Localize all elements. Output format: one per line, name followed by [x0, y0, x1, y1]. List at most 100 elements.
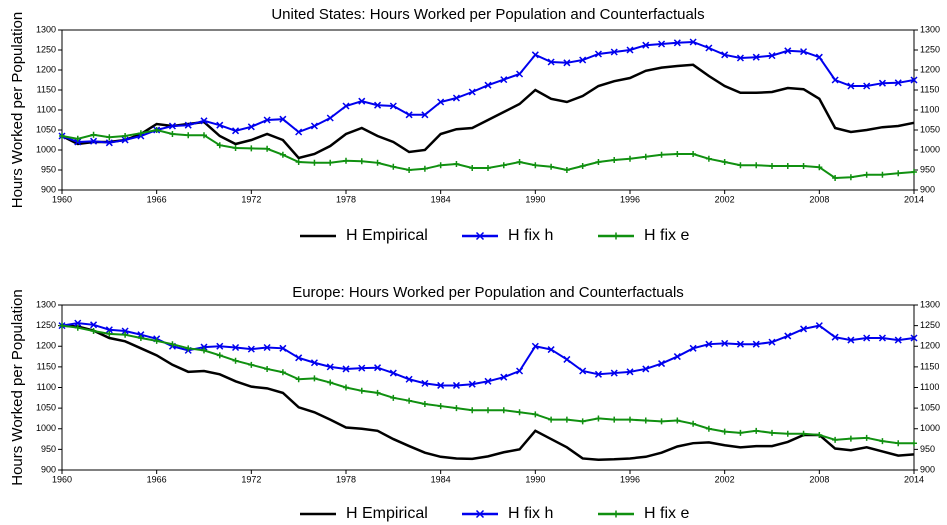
marker [863, 82, 871, 90]
x-tick-label: 1990 [525, 474, 545, 484]
marker [311, 375, 318, 382]
legend-label: H fix e [644, 505, 689, 522]
x-tick-label: 1972 [241, 474, 261, 484]
marker [690, 420, 697, 427]
marker [247, 123, 255, 131]
marker [153, 337, 160, 344]
marker [610, 369, 618, 377]
y2-tick-label: 950 [920, 164, 935, 174]
y-tick-label: 1250 [36, 44, 56, 54]
marker [516, 367, 524, 375]
marker [532, 162, 539, 169]
x-tick-label: 2014 [904, 194, 924, 204]
marker [784, 430, 791, 437]
marker [90, 321, 98, 329]
marker [800, 163, 807, 169]
marker [847, 435, 854, 442]
y2-tick-label: 1200 [920, 341, 940, 351]
y-tick-label: 1050 [36, 403, 56, 413]
marker [406, 167, 413, 173]
y-tick-label: 950 [41, 164, 56, 174]
marker [342, 365, 350, 373]
marker [469, 165, 476, 171]
marker [437, 98, 445, 106]
marker [500, 373, 508, 381]
marker [90, 327, 97, 334]
marker [216, 342, 224, 350]
marker [610, 48, 618, 56]
marker [342, 102, 350, 110]
marker [264, 365, 271, 372]
marker [327, 159, 334, 166]
marker [421, 111, 429, 119]
marker [405, 375, 413, 383]
marker [121, 136, 129, 144]
marker [674, 151, 681, 157]
marker [674, 417, 681, 424]
marker [626, 46, 634, 54]
marker [343, 157, 349, 164]
marker [736, 340, 744, 348]
y2-tick-label: 1050 [920, 124, 940, 134]
marker [201, 132, 207, 139]
marker [74, 319, 82, 327]
marker [279, 115, 287, 123]
marker [563, 59, 571, 67]
y2-tick-label: 1000 [920, 423, 940, 433]
y2-tick-label: 950 [920, 444, 935, 454]
marker [232, 127, 240, 135]
plot-frame [61, 29, 915, 191]
x-tick-label: 2014 [904, 474, 924, 484]
marker [721, 428, 728, 435]
y2-tick-label: 1300 [920, 24, 940, 34]
marker [468, 88, 476, 96]
marker [248, 145, 255, 152]
marker [627, 416, 633, 423]
marker [895, 440, 902, 447]
marker [500, 76, 508, 84]
marker [137, 130, 144, 137]
marker [327, 379, 334, 386]
marker [343, 384, 349, 391]
marker [59, 322, 65, 329]
marker [816, 431, 823, 438]
marker [469, 407, 476, 414]
marker [658, 418, 665, 425]
marker [594, 370, 602, 378]
marker [185, 132, 192, 139]
marker [59, 133, 65, 139]
y2-tick-label: 1200 [920, 64, 940, 74]
marker [594, 50, 602, 58]
legend-marker [475, 231, 485, 241]
marker [452, 94, 460, 102]
y-tick-label: 900 [41, 464, 56, 474]
marker [673, 39, 681, 47]
marker [878, 334, 886, 342]
marker [500, 407, 507, 414]
marker [264, 145, 271, 152]
series-line [61, 63, 915, 160]
marker [122, 133, 129, 139]
marker [421, 165, 428, 172]
marker [563, 355, 571, 363]
marker [863, 171, 870, 178]
marker [74, 138, 82, 146]
marker [753, 427, 760, 434]
marker [815, 322, 823, 330]
marker [453, 161, 460, 167]
marker [721, 51, 729, 59]
y-tick-label: 1100 [37, 382, 56, 392]
legend-marker [612, 510, 620, 518]
marker [769, 163, 775, 169]
marker [406, 397, 413, 404]
marker [74, 135, 81, 142]
marker [437, 381, 445, 389]
marker [831, 333, 839, 341]
marker [279, 344, 287, 352]
marker [579, 163, 586, 169]
marker [531, 342, 539, 350]
y-tick-label: 1000 [36, 423, 56, 433]
x-tick-label: 2008 [809, 474, 829, 484]
marker [642, 153, 649, 160]
